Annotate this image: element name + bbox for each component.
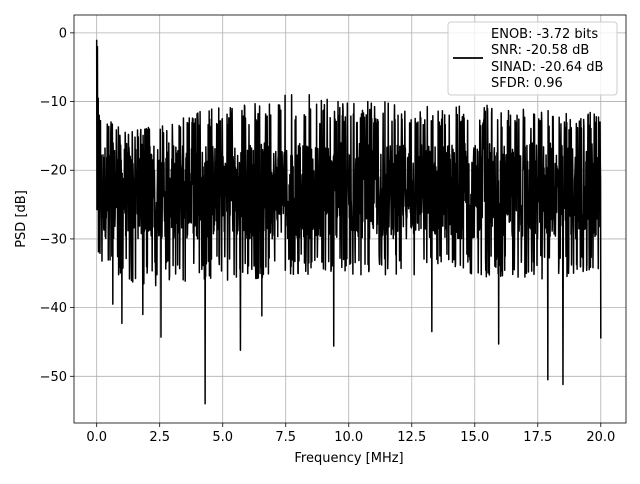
x-tick-label: 12.5 xyxy=(397,430,426,445)
x-tick-label: 7.5 xyxy=(275,430,296,445)
x-tick-label: 17.5 xyxy=(523,430,552,445)
y-tick-label: −20 xyxy=(40,164,67,179)
legend-box xyxy=(447,21,618,96)
psd-series-line xyxy=(95,39,602,405)
legend-sinad: SINAD: -20.64 dB xyxy=(491,60,603,75)
x-tick-label: 0.0 xyxy=(86,430,107,445)
x-tick-label: 5.0 xyxy=(212,430,233,445)
x-tick-label: 10.0 xyxy=(334,430,363,445)
x-tick-label: 20.0 xyxy=(586,430,615,445)
y-tick-label: −10 xyxy=(40,95,67,110)
x-axis-label: Frequency [MHz] xyxy=(294,451,403,466)
plot-frame xyxy=(73,14,627,424)
legend: ENOB: -3.72 bits SNR: -20.58 dB SINAD: -… xyxy=(447,21,618,96)
axes-layer xyxy=(73,14,627,424)
y-tick-label: −40 xyxy=(40,301,67,316)
y-tick-label: 0 xyxy=(59,26,67,41)
y-tick-label: −30 xyxy=(40,232,67,247)
y-axis-label: PSD [dB] xyxy=(14,190,29,248)
legend-enob: ENOB: -3.72 bits xyxy=(491,27,598,42)
x-tick-label: 15.0 xyxy=(460,430,489,445)
x-tick-label: 2.5 xyxy=(149,430,170,445)
series-layer xyxy=(95,39,602,405)
y-tick-label: −50 xyxy=(40,370,67,385)
legend-snr: SNR: -20.58 dB xyxy=(491,43,589,58)
legend-sfdr: SFDR: 0.96 xyxy=(491,76,563,91)
ticks-layer: 0.0 2.5 5.0 7.5 10.0 12.5 15.0 17.5 20.0 0 −10 −20 −… xyxy=(40,26,616,445)
